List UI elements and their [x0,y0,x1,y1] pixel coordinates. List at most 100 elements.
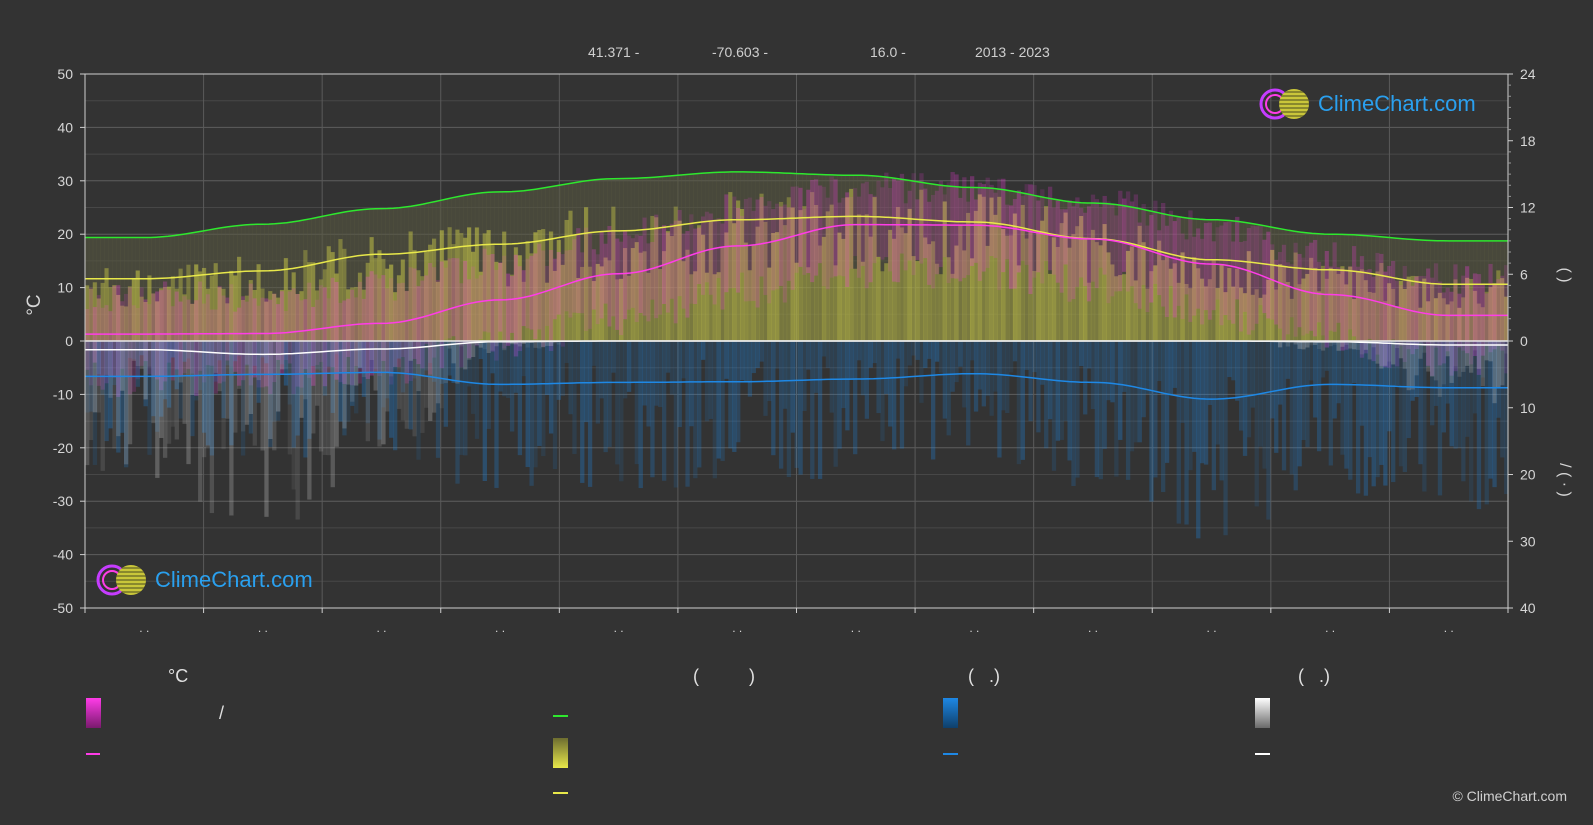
temp-range-bar [112,285,117,378]
sunshine-bar [1410,275,1415,341]
rain-bar [435,341,441,458]
snow-bar [1402,341,1408,369]
daylight-bar [1297,231,1302,341]
temp-range-bar [435,280,441,340]
snow-bar [1492,341,1497,404]
daylight-bar [751,172,756,341]
daylight-bar [1118,205,1123,341]
sunshine-bar [1215,288,1220,341]
daylight-bar [233,225,238,341]
temp-range-bar [697,227,702,285]
temp-range-bar [1145,225,1150,313]
daylight-bar [1398,238,1404,341]
snow-bar [1313,341,1318,345]
daylight-bar [428,202,433,341]
daylight-bar [673,175,678,341]
rain-bar [311,341,316,367]
temp-range-bar [572,239,577,313]
rain-bar [443,341,448,427]
daylight-bar [580,181,585,341]
sunshine-bar [654,217,659,341]
rain-bar [482,341,487,482]
logo-bottom[interactable]: ClimeChart.com [95,563,313,597]
rain-bar [611,341,616,373]
rain-bar [767,341,772,402]
rain-bar [923,341,928,369]
sunshine-bar [1301,278,1306,341]
sunshine-bar [474,227,480,341]
snow-bar [127,341,133,445]
snow-bar [521,341,526,344]
rain-bar [806,341,811,370]
temp-range-bar [1223,222,1228,316]
legend-rain-swatch [943,698,958,728]
sunshine-bar [194,264,199,341]
snow-bar [244,341,250,425]
temp-range-bar [412,268,417,359]
daylight-bar [611,178,616,341]
snow-bar [123,341,129,465]
daylight-bar [1320,234,1326,341]
snow-bar [1309,341,1314,346]
temp-range-bar [529,255,534,330]
rain-bar [880,341,885,442]
rain-bar [1211,341,1217,491]
temp-range-bar [841,197,846,277]
temp-range-bar [1203,223,1209,311]
rain-bar [318,341,324,371]
daylight-bar [1387,237,1392,341]
snow-bar [357,341,363,368]
daylight-bar [322,215,328,341]
sunshine-bar [841,238,846,341]
rain-bar [938,341,944,373]
sunshine-bar [993,214,998,341]
temp-range-bar [439,261,445,369]
daylight-bar [1016,192,1022,341]
snow-bar [420,341,425,433]
daylight-bar [814,174,819,341]
temp-range-bar [1028,184,1033,295]
temp-range-bar [794,186,799,273]
temp-range-bar [1067,200,1072,302]
temp-range-bar [1500,275,1505,351]
temp-range-bar [159,290,164,391]
sunshine-bar [147,275,152,341]
daylight-bar [1020,193,1025,341]
rain-bar [958,341,963,367]
daylight-bar [174,235,179,341]
snow-bar [190,341,195,395]
sunshine-bar [1258,297,1263,341]
rain-bar [451,341,456,383]
daylight-bar [330,214,335,341]
snow-bar [166,341,172,444]
temp-range-bar [634,234,640,322]
rain-bar [1437,341,1443,496]
sunshine-bar [1001,229,1006,341]
snow-bar [1375,341,1380,364]
daylight-bar [186,233,191,341]
temp-range-bar [490,253,495,352]
rain-bar [814,341,819,393]
daylight-bar [1344,234,1349,341]
sunshine-bar [1262,294,1267,341]
rain-bar [778,341,784,469]
daylight-bar [1246,222,1252,341]
sunshine-bar [1223,292,1228,341]
temp-range-bar [1168,210,1174,287]
daylight-bar [474,193,480,341]
rain-bar [357,341,363,369]
logo-top[interactable]: ClimeChart.com [1258,87,1476,121]
rain-bar [693,341,698,479]
legend-rain-line [943,753,958,755]
rain-bar [1040,341,1045,385]
daylight-bar [260,224,265,341]
daylight-bar [1106,203,1111,341]
temp-range-bar [209,309,215,366]
temp-range-bar [467,279,472,359]
daylight-bar [1488,240,1493,341]
sunshine-bar [1313,267,1318,341]
snow-bar [416,341,421,392]
temp-range-bar [486,254,491,333]
sunshine-bar [420,276,425,341]
daylight-bar [416,204,421,341]
